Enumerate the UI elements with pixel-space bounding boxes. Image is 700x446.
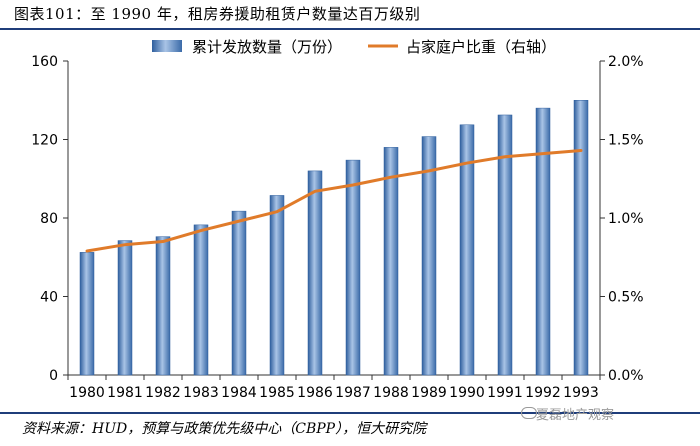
x-tick-label: 1983 bbox=[183, 385, 219, 401]
line-series bbox=[85, 148, 583, 253]
x-tick-label: 1989 bbox=[411, 385, 447, 401]
x-tick-label: 1986 bbox=[297, 385, 333, 401]
bar bbox=[79, 252, 95, 376]
x-tick-label: 1992 bbox=[525, 385, 561, 401]
y-tick-label-left: 0 bbox=[49, 368, 58, 384]
bar bbox=[459, 124, 475, 376]
bar bbox=[193, 224, 209, 376]
bar bbox=[345, 159, 361, 376]
x-tick-label: 1987 bbox=[335, 385, 371, 401]
legend-swatch-bar bbox=[152, 40, 182, 52]
x-tick-label: 1980 bbox=[69, 385, 105, 401]
share-line bbox=[85, 148, 583, 253]
x-tick-label: 1990 bbox=[449, 385, 485, 401]
bar-series bbox=[79, 100, 589, 376]
bar bbox=[383, 147, 399, 376]
x-tick-label: 1982 bbox=[145, 385, 181, 401]
y-tick-label-left: 80 bbox=[40, 211, 58, 227]
chart-title: 图表101：至 1990 年，租房券援助租赁户数量达百万级别 bbox=[14, 5, 421, 23]
x-tick-label: 1991 bbox=[487, 385, 523, 401]
bar bbox=[155, 236, 171, 376]
chart-area: 累计发放数量（万份） 占家庭户比重（右轴） 0 40 80 120 160 0.0% 0.5%… bbox=[31, 38, 643, 401]
y-tick-label-right: 2.0% bbox=[608, 54, 644, 70]
bar bbox=[307, 170, 323, 376]
title-bar: 图表101：至 1990 年，租房券援助租赁户数量达百万级别 bbox=[0, 0, 700, 30]
source-note: 资料来源：HUD，预算与政策优先级中心（CBPP），恒大研究院 bbox=[22, 421, 427, 437]
legend-label-bar: 累计发放数量（万份） bbox=[192, 38, 342, 56]
wechat-icon bbox=[521, 407, 537, 419]
y-tick-label-left: 160 bbox=[31, 54, 58, 70]
bar bbox=[231, 210, 247, 376]
legend-label-line: 占家庭户比重（右轴） bbox=[406, 38, 556, 56]
y-tick-label-right: 0.5% bbox=[608, 290, 644, 306]
x-tick-label: 1981 bbox=[107, 385, 143, 401]
y-tick-label-right: 1.0% bbox=[608, 211, 644, 227]
bar bbox=[535, 107, 551, 376]
bar bbox=[573, 100, 589, 376]
source-rule bbox=[0, 412, 700, 414]
bar bbox=[497, 114, 513, 376]
y-tick-label-left: 120 bbox=[31, 133, 58, 149]
y-tick-label-right: 1.5% bbox=[608, 133, 644, 149]
bar bbox=[269, 195, 285, 376]
legend: 累计发放数量（万份） 占家庭户比重（右轴） bbox=[152, 38, 556, 56]
y-tick-label-left: 40 bbox=[40, 290, 58, 306]
x-tick-label: 1988 bbox=[373, 385, 409, 401]
bar bbox=[421, 136, 437, 376]
x-tick-label: 1993 bbox=[563, 385, 599, 401]
y-tick-label-right: 0.0% bbox=[608, 368, 644, 384]
x-tick-label: 1984 bbox=[221, 385, 257, 401]
x-tick-label: 1985 bbox=[259, 385, 295, 401]
watermark: 夏磊地产观察 bbox=[536, 408, 615, 423]
bar bbox=[117, 240, 133, 376]
